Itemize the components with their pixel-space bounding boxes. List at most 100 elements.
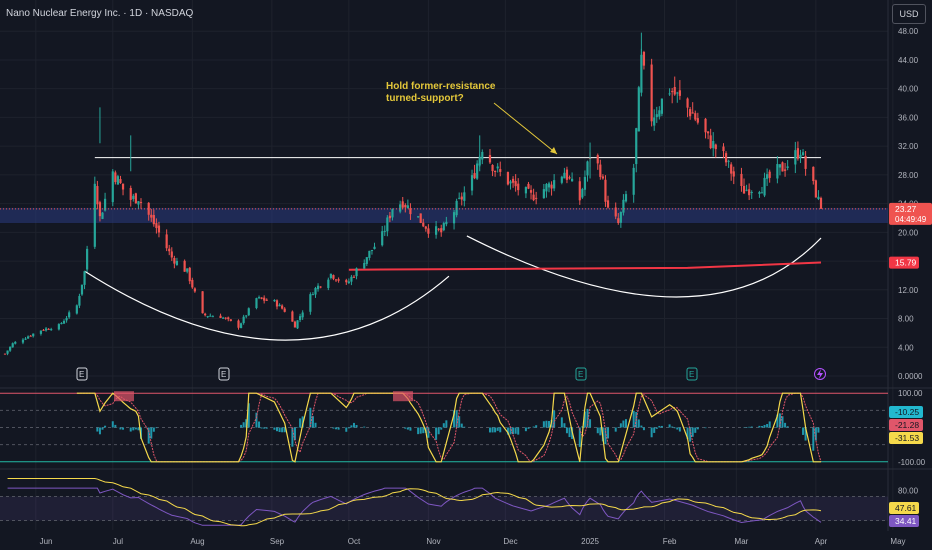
candle-body bbox=[381, 231, 384, 246]
lightning-icon[interactable] bbox=[814, 368, 826, 380]
price-tick-label: 4.00 bbox=[898, 343, 914, 352]
candle-body bbox=[458, 197, 461, 199]
candle-body bbox=[529, 190, 533, 193]
candle-body bbox=[434, 226, 438, 235]
candle-body bbox=[68, 312, 71, 318]
candle-body bbox=[506, 172, 510, 185]
candle-body bbox=[373, 246, 376, 250]
candle-body bbox=[150, 214, 153, 218]
earnings-marker-letter: E bbox=[221, 370, 226, 379]
oscillator-tick-label: -100.00 bbox=[898, 458, 926, 467]
candle-body bbox=[496, 166, 499, 169]
candle-body bbox=[696, 118, 699, 123]
candle-body bbox=[766, 174, 769, 179]
candle-body bbox=[219, 315, 222, 318]
candle-body bbox=[301, 312, 304, 318]
candle-body bbox=[786, 166, 789, 168]
candle-body bbox=[742, 185, 746, 194]
candle-body bbox=[103, 198, 107, 211]
oscillator-value: -31.53 bbox=[895, 433, 919, 443]
earnings-marker[interactable]: E bbox=[575, 367, 587, 381]
candle-body bbox=[758, 192, 761, 194]
oscillator-tick-label: 100.00 bbox=[898, 389, 923, 398]
candle-body bbox=[760, 192, 764, 194]
symbol-title[interactable]: Nano Nuclear Energy Inc. · 1D · NASDAQ bbox=[6, 8, 194, 19]
candle-body bbox=[689, 109, 692, 117]
candle-body bbox=[419, 213, 422, 223]
price-tick-label: 8.00 bbox=[898, 315, 914, 324]
candle-body bbox=[75, 305, 78, 314]
candle-body bbox=[745, 189, 748, 191]
candle-body bbox=[383, 230, 386, 232]
candle-body bbox=[476, 163, 479, 179]
oscillator-value-badge bbox=[889, 419, 923, 431]
candle-body bbox=[211, 316, 214, 318]
candle-body bbox=[511, 178, 515, 183]
candle-body bbox=[39, 330, 43, 334]
candle-body bbox=[819, 198, 823, 209]
earnings-marker[interactable]: E bbox=[686, 367, 698, 381]
candle-body bbox=[224, 317, 227, 319]
rsi-value: 34.41 bbox=[895, 516, 917, 526]
candle-body bbox=[62, 320, 66, 324]
price-tick-label: 36.00 bbox=[898, 113, 919, 122]
time-axis[interactable]: Jun Jul Aug Sep Oct Nov Dec 2025 Feb Mar Apr May bbox=[0, 531, 932, 550]
candle-body bbox=[152, 215, 155, 225]
candle-body bbox=[712, 141, 715, 149]
candle-body bbox=[173, 258, 176, 264]
candle-body bbox=[568, 177, 571, 179]
candle-body bbox=[9, 346, 12, 351]
candle-body bbox=[488, 155, 492, 163]
candle-body bbox=[422, 222, 425, 227]
candle-body bbox=[111, 171, 114, 203]
time-tick-label: Mar bbox=[735, 537, 749, 546]
candle-body bbox=[673, 87, 676, 95]
candle-body bbox=[801, 152, 805, 156]
candle-body bbox=[206, 316, 209, 318]
earnings-marker-box bbox=[76, 367, 88, 381]
candle-body bbox=[740, 173, 743, 187]
candle-body bbox=[668, 93, 671, 95]
candle-body bbox=[355, 268, 358, 277]
candle-body bbox=[491, 165, 494, 172]
support-price-value: 15.79 bbox=[895, 258, 917, 268]
earnings-marker[interactable]: E bbox=[76, 367, 88, 381]
candle-body bbox=[545, 184, 548, 192]
candle-body bbox=[242, 316, 245, 324]
rsi-pane bbox=[0, 478, 888, 527]
candle-body bbox=[763, 177, 766, 196]
time-tick-label: Jun bbox=[40, 537, 53, 546]
candle-body bbox=[183, 260, 186, 272]
candle-body bbox=[201, 291, 204, 314]
candle-body bbox=[11, 343, 14, 348]
time-tick-label: Apr bbox=[815, 537, 828, 546]
candle-body bbox=[517, 183, 520, 191]
candle-body bbox=[278, 304, 281, 307]
candle-body bbox=[724, 153, 728, 163]
currency-button[interactable]: USD bbox=[892, 4, 926, 24]
candle-body bbox=[391, 209, 394, 218]
candle-body bbox=[642, 52, 646, 66]
candle-body bbox=[499, 169, 502, 172]
candle-body bbox=[191, 279, 194, 288]
candle-body bbox=[311, 294, 315, 296]
time-tick-label: Feb bbox=[663, 537, 677, 546]
candle-body bbox=[599, 164, 602, 177]
candle-body bbox=[455, 200, 458, 216]
candle-body bbox=[265, 299, 268, 301]
price-axis[interactable]: 48.0044.0040.0036.0032.0028.0024.0020.00… bbox=[898, 27, 926, 495]
candle-body bbox=[188, 267, 191, 282]
rsi-tick-label: 80.00 bbox=[898, 487, 919, 496]
candle-body bbox=[535, 197, 538, 199]
candle-body bbox=[671, 91, 674, 93]
rsi-value-badge bbox=[889, 515, 919, 527]
candle-body bbox=[650, 64, 653, 122]
oscillator-pane bbox=[0, 391, 888, 463]
candle-body bbox=[116, 176, 120, 185]
candle-body bbox=[632, 167, 635, 195]
earnings-marker[interactable]: E bbox=[218, 367, 230, 381]
candle-body bbox=[204, 313, 207, 316]
candle-body bbox=[368, 250, 371, 258]
candle-body bbox=[65, 318, 68, 321]
